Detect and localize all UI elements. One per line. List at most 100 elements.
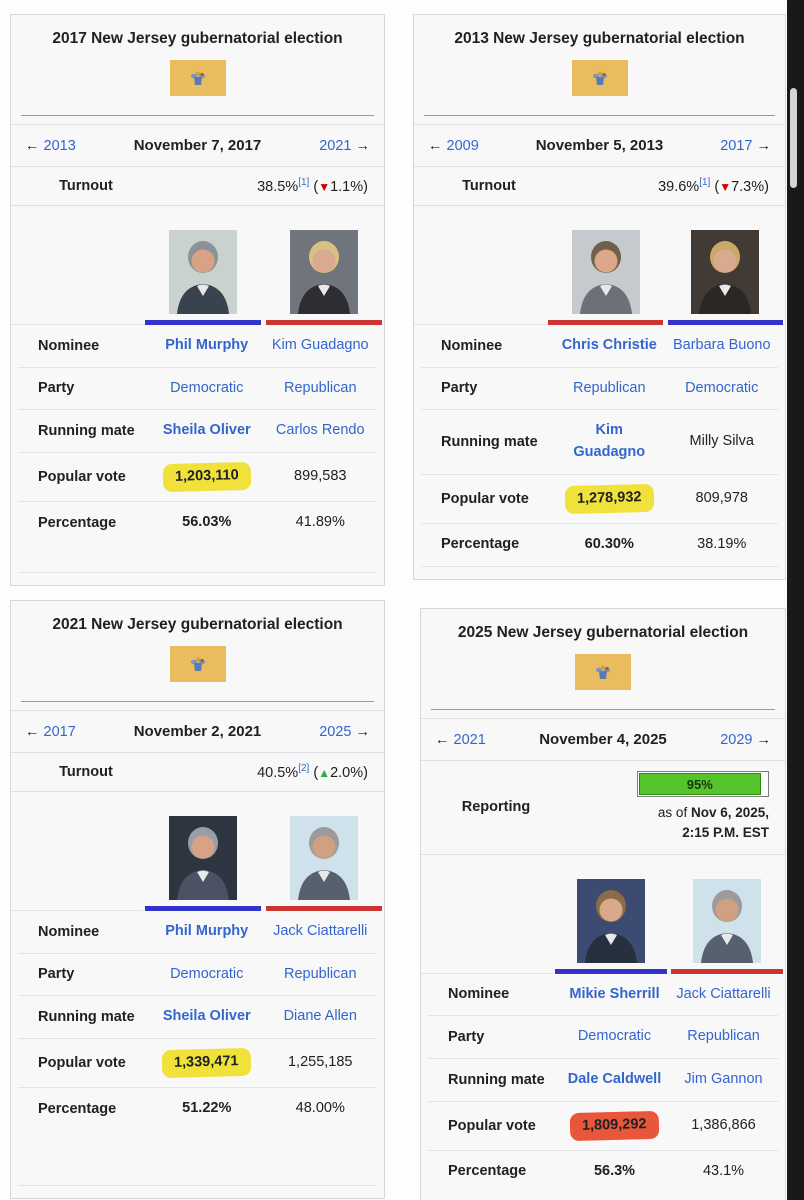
row-label-running-mate: Running mate [441, 434, 538, 451]
running-mate-cell: Dale Caldwell [560, 1069, 669, 1091]
nominee-link[interactable]: Mikie Sherrill [569, 985, 660, 1002]
new-jersey-flag-image[interactable] [169, 646, 226, 687]
popular-vote-value: 1,339,471 [162, 1047, 252, 1078]
nominee-link[interactable]: Jack Ciattarelli [676, 985, 771, 1002]
running-mate-link[interactable]: Sheila Oliver [162, 422, 251, 439]
asof-time: 2:15 P.M. EST [682, 825, 769, 841]
turnout-label: Turnout [59, 177, 113, 194]
party-link[interactable]: Democratic [170, 379, 244, 396]
next-election-link[interactable]: 2025 [319, 723, 352, 740]
next-election: 2025 → [319, 724, 370, 740]
popular-vote-row: Popular vote 1,809,292 1,386,866 [428, 1102, 778, 1151]
new-jersey-flag-image[interactable] [571, 60, 628, 101]
party-link[interactable]: Republican [687, 1028, 760, 1045]
party-link[interactable]: Democratic [170, 965, 244, 982]
nominee-link[interactable]: Kim Guadagno [271, 336, 369, 353]
candidate-portrait-placeholder [289, 229, 358, 314]
running-mate-cell: Jim Gannon [669, 1069, 778, 1091]
change-arrow-icon: ▲ [318, 765, 331, 780]
change-arrow-icon: ▼ [318, 179, 331, 194]
row-label-party: Party [38, 966, 75, 983]
nominee-link[interactable]: Phil Murphy [165, 336, 249, 353]
prev-election-link[interactable]: 2013 [43, 137, 76, 154]
candidate-photos-row [421, 855, 785, 974]
party-link[interactable]: Democratic [577, 1028, 652, 1045]
election-infobox: 2021 New Jersey gubernatorial election ←… [10, 600, 385, 1199]
turnout-row: Turnout 40.5%[2] (▲2.0%) [11, 753, 384, 792]
running-mate-link[interactable]: Sheila Oliver [162, 1008, 251, 1025]
reporting-label: Reporting [461, 799, 531, 816]
candidate-photo[interactable] [693, 878, 761, 963]
asof-prefix: as of [657, 805, 691, 820]
row-label-party: Party [448, 1029, 485, 1046]
footnote-ref[interactable]: [2] [298, 763, 310, 774]
party-cell: Republican [553, 378, 666, 400]
candidate-portrait-placeholder [577, 878, 645, 963]
footnote-ref[interactable]: [1] [298, 177, 310, 188]
scrollbar-thumb[interactable] [790, 88, 797, 188]
popular-vote-row: Popular vote 1,203,110 899,583 [18, 453, 377, 502]
running-mate-link[interactable]: Carlos Rendo [275, 422, 365, 439]
nominee-link[interactable]: Barbara Buono [672, 336, 771, 353]
party-link[interactable]: Republican [283, 379, 357, 396]
turnout-change: 2.0% [330, 764, 364, 781]
infobox-footer-row [18, 572, 377, 585]
candidate-photo[interactable] [169, 229, 238, 314]
reporting-progress-bar: 95% [637, 771, 769, 797]
running-mate-link[interactable]: Dale Caldwell [567, 1071, 662, 1087]
next-election-link[interactable]: 2021 [319, 137, 352, 154]
candidate-photo[interactable] [289, 815, 358, 900]
party-link[interactable]: Republican [572, 379, 646, 396]
party-row: Party Democratic Republican [18, 954, 377, 997]
party-link[interactable]: Republican [283, 965, 357, 982]
prev-election-link[interactable]: 2009 [446, 137, 479, 154]
next-election-link[interactable]: 2029 [720, 731, 753, 748]
photo-row-spacer [11, 816, 143, 911]
new-jersey-flag-image[interactable] [169, 60, 226, 101]
election-date: November 2, 2021 [133, 723, 262, 740]
left-arrow-icon: ← [428, 137, 443, 154]
candidate-photo[interactable] [691, 229, 760, 314]
next-election-link[interactable]: 2017 [720, 137, 753, 154]
flag-row [421, 646, 785, 709]
new-jersey-flag-icon [571, 60, 628, 96]
party-link[interactable]: Democratic [685, 379, 759, 396]
row-label-percentage: Percentage [38, 514, 117, 531]
next-election: 2029 → [720, 732, 771, 748]
popular-vote-cell: 809,978 [666, 488, 779, 510]
candidate-photo[interactable] [577, 878, 645, 963]
candidate-photo[interactable] [169, 815, 238, 900]
nominee-cell: Phil Murphy [150, 335, 264, 357]
infobox-title: 2025 New Jersey gubernatorial election [457, 624, 749, 641]
nominee-row: Nominee Chris Christie Barbara Buono [421, 325, 778, 368]
nominee-link[interactable]: Phil Murphy [165, 922, 249, 939]
row-label-nominee: Nominee [441, 337, 503, 354]
new-jersey-flag-icon [575, 654, 631, 690]
running-mate-link[interactable]: Diane Allen [283, 1008, 357, 1025]
turnout-percent: 40.5% [257, 764, 299, 781]
popular-vote-cell: 1,809,292 [560, 1110, 669, 1141]
candidate-photo[interactable] [571, 229, 640, 314]
party-cell: Democratic [150, 378, 264, 400]
nominee-link[interactable]: Chris Christie [561, 336, 657, 353]
running-mate-link[interactable]: Jim Gannon [684, 1071, 763, 1087]
popular-vote-row: Popular vote 1,339,471 1,255,185 [18, 1039, 377, 1088]
election-nav-row: ← 2009 November 5, 2013 2017 → [414, 124, 785, 167]
popular-vote-cell: 899,583 [264, 466, 378, 488]
running-mate-link[interactable]: Kim Guadagno [573, 422, 646, 461]
percentage-row: Percentage 60.30% 38.19% [421, 524, 778, 566]
party-row: Party Democratic Republican [428, 1016, 778, 1059]
prev-election-link[interactable]: 2017 [43, 723, 76, 740]
candidate-photo[interactable] [289, 229, 358, 314]
percentage-cell: 60.30% [553, 534, 666, 556]
prev-election-link[interactable]: 2021 [453, 731, 486, 748]
new-jersey-flag-image[interactable] [575, 654, 631, 695]
candidate-portrait-placeholder [693, 878, 761, 963]
footnote-ref[interactable]: [1] [699, 177, 711, 188]
popular-vote-cell: 1,255,185 [264, 1052, 378, 1074]
turnout-percent: 38.5% [257, 178, 299, 195]
nominee-link[interactable]: Jack Ciattarelli [273, 922, 368, 939]
popular-vote-cell: 1,386,866 [669, 1115, 778, 1137]
popular-vote-cell: 1,278,932 [553, 483, 666, 514]
turnout-row: Turnout 39.6%[1] (▼7.3%) [414, 167, 785, 206]
